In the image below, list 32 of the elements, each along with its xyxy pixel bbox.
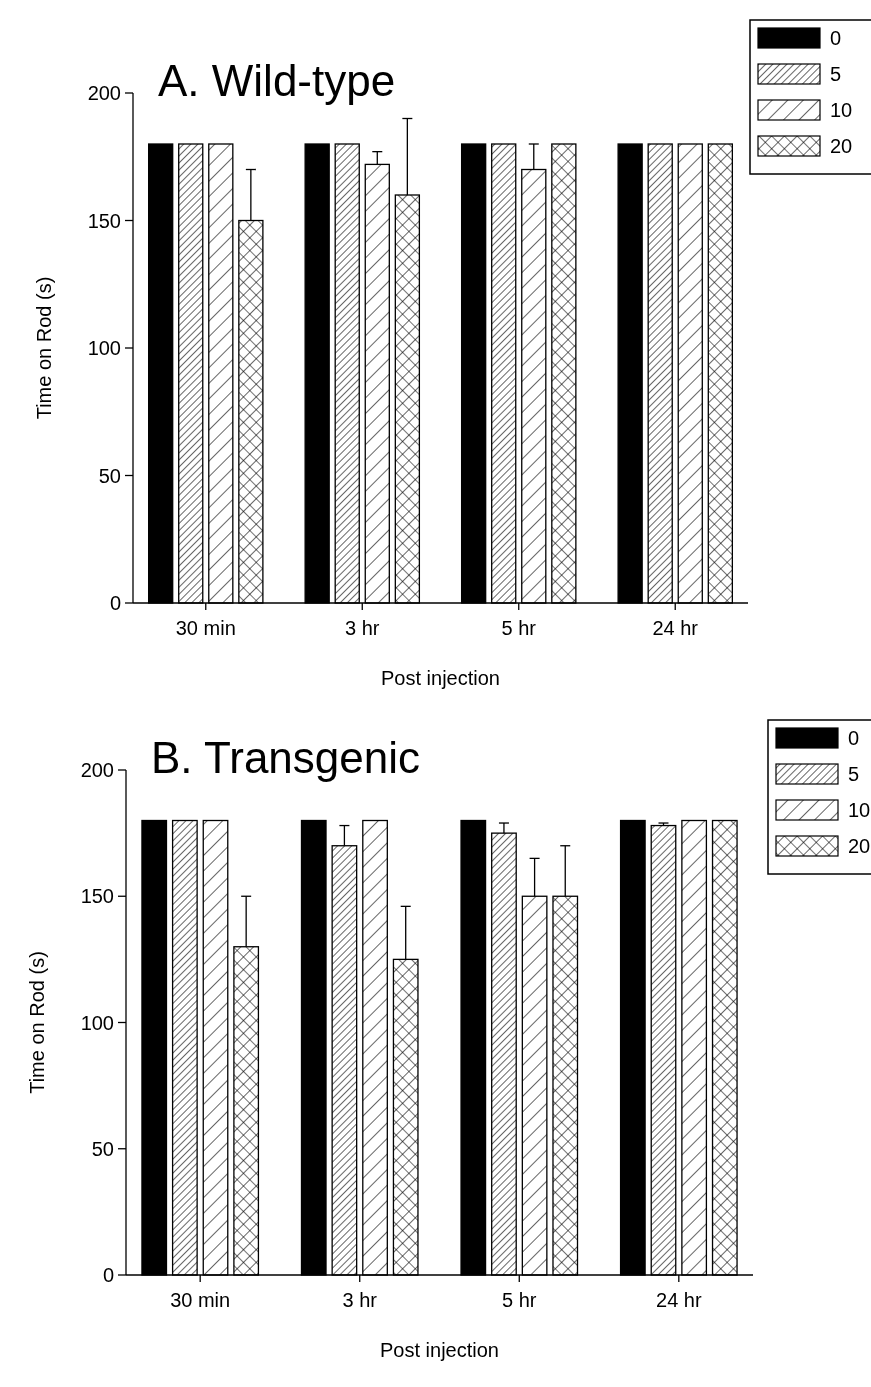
x-tick-label: 3 hr <box>345 617 380 639</box>
legend-label: 20 <box>848 835 871 857</box>
x-tick-label: 30 min <box>175 617 236 639</box>
legend-label: 5 <box>848 763 860 785</box>
y-tick-label: 150 <box>87 209 121 232</box>
y-tick-label: 100 <box>87 337 121 359</box>
x-tick-label: 3 hr <box>342 1289 378 1311</box>
x-tick-label: 5 hr <box>501 617 537 639</box>
y-tick-label: 50 <box>91 1137 114 1160</box>
x-tick-label: 5 hr <box>502 1289 537 1311</box>
x-tick-label: 24 hr <box>652 617 699 639</box>
y-tick-label: 200 <box>87 82 121 104</box>
legend-label: 5 <box>830 63 842 85</box>
y-tick-label: 50 <box>98 464 121 487</box>
y-tick-label: 0 <box>102 1264 114 1286</box>
legend-label: 10 <box>830 99 853 121</box>
y-axis-title: Time on Rod (s) <box>26 951 48 1094</box>
y-tick-label: 0 <box>109 592 121 614</box>
chart-title: A. Wild-type <box>158 56 396 105</box>
legend-label: 0 <box>830 27 842 49</box>
legend-label: 10 <box>848 799 871 821</box>
x-tick-label: 24 hr <box>656 1289 702 1311</box>
legend-label: 0 <box>848 727 860 749</box>
y-tick-label: 200 <box>80 759 114 781</box>
x-tick-label: 30 min <box>170 1289 231 1311</box>
y-tick-label: 100 <box>80 1011 114 1034</box>
y-axis-title: Time on Rod (s) <box>33 276 55 420</box>
chart-title: B. Transgenic <box>151 733 421 782</box>
y-tick-label: 150 <box>80 885 114 908</box>
x-axis-title: Post injection <box>381 667 500 689</box>
legend-label: 20 <box>830 135 853 157</box>
x-axis-title: Post injection <box>380 1339 499 1361</box>
